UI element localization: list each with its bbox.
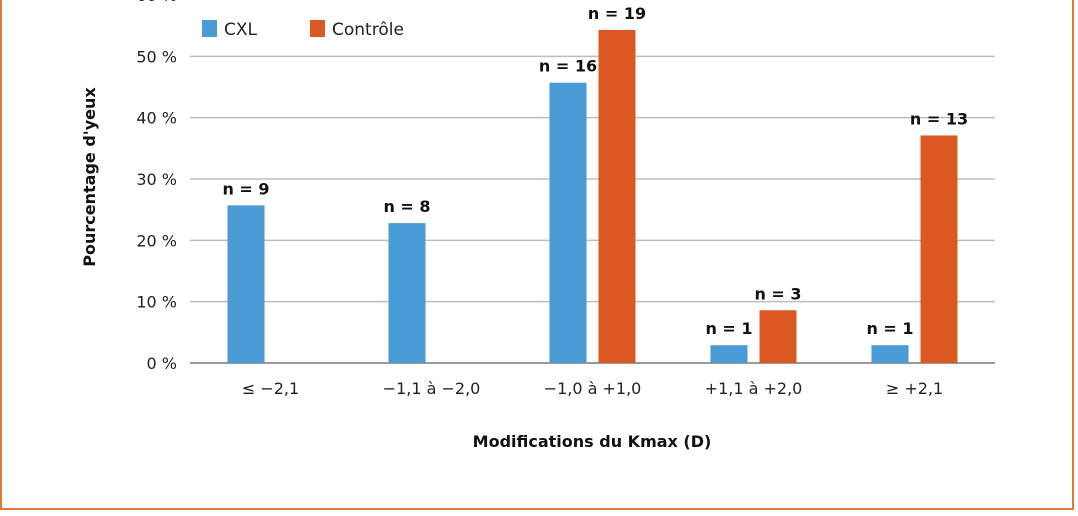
data-label: n = 19 [588, 4, 646, 23]
x-tick-label: −1,1 à −2,0 [383, 379, 481, 398]
y-tick-label: 50 % [136, 47, 177, 66]
x-tick-label: +1,1 à +2,0 [705, 379, 803, 398]
y-axis-title: Pourcentage d'yeux [80, 87, 99, 267]
data-label: n = 1 [705, 319, 752, 338]
x-axis-title: Modifications du Kmax (D) [473, 432, 712, 451]
y-tick-label: 0 % [147, 354, 177, 373]
x-tick-label: ≥ +2,1 [886, 379, 943, 398]
legend-swatch [202, 20, 217, 37]
y-tick-label: 10 % [136, 293, 177, 312]
bar-cxl [710, 345, 748, 363]
data-label: n = 3 [754, 284, 801, 303]
data-label: n = 1 [866, 319, 913, 338]
bar-controle [759, 310, 797, 363]
y-tick-label: 30 % [136, 170, 177, 189]
y-tick-label: 40 % [136, 109, 177, 128]
x-tick-label: ≤ −2,1 [242, 379, 299, 398]
y-tick-label: 60 % [136, 0, 177, 5]
data-label: n = 9 [222, 179, 269, 198]
bar-cxl [227, 205, 265, 363]
bar-cxl [549, 82, 587, 363]
bar-controle [920, 135, 958, 363]
legend-label: Contrôle [332, 20, 404, 40]
data-label: n = 16 [539, 57, 597, 76]
bar-controle [598, 29, 636, 364]
data-label: n = 13 [910, 109, 968, 128]
x-tick-label: −1,0 à +1,0 [544, 379, 642, 398]
data-label: n = 8 [383, 197, 430, 216]
bar-cxl [871, 345, 909, 363]
bar-cxl [388, 223, 426, 363]
legend-label: CXL [224, 20, 258, 40]
legend-swatch [310, 20, 325, 37]
y-tick-label: 20 % [136, 231, 177, 250]
